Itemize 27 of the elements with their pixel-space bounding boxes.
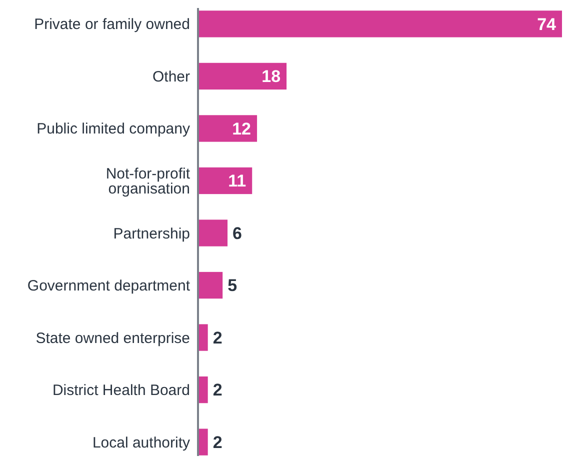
y-tick-label: District Health Board bbox=[52, 382, 190, 400]
bar bbox=[198, 62, 287, 90]
bar bbox=[198, 272, 223, 299]
data-label: 6 bbox=[232, 224, 242, 243]
bar bbox=[198, 220, 228, 246]
y-tick-label: Partnership bbox=[113, 225, 190, 242]
y-tick-label: Public limited company bbox=[36, 120, 190, 138]
data-label: 2 bbox=[212, 328, 222, 348]
data-label: 18 bbox=[262, 67, 281, 86]
data-label: 2 bbox=[212, 380, 222, 400]
data-label: 12 bbox=[232, 119, 252, 138]
data-label: 74 bbox=[537, 14, 557, 34]
y-tick-label: State owned enterprise bbox=[36, 330, 190, 347]
data-label: 2 bbox=[212, 433, 222, 452]
y-tick-label: Other bbox=[152, 68, 190, 86]
bar bbox=[198, 10, 562, 38]
data-label: 5 bbox=[228, 276, 238, 296]
y-tick-label: Local authority bbox=[92, 434, 190, 452]
bar bbox=[198, 167, 252, 194]
y-tick-label: Government department bbox=[27, 278, 191, 295]
y-tick-label: Not-for-profit organisation bbox=[106, 165, 191, 198]
bar bbox=[198, 376, 208, 404]
data-label: 11 bbox=[228, 172, 246, 191]
y-tick-label: Private or family owned bbox=[34, 16, 190, 34]
bar bbox=[198, 428, 208, 456]
bar bbox=[198, 324, 208, 351]
bar bbox=[198, 115, 258, 142]
